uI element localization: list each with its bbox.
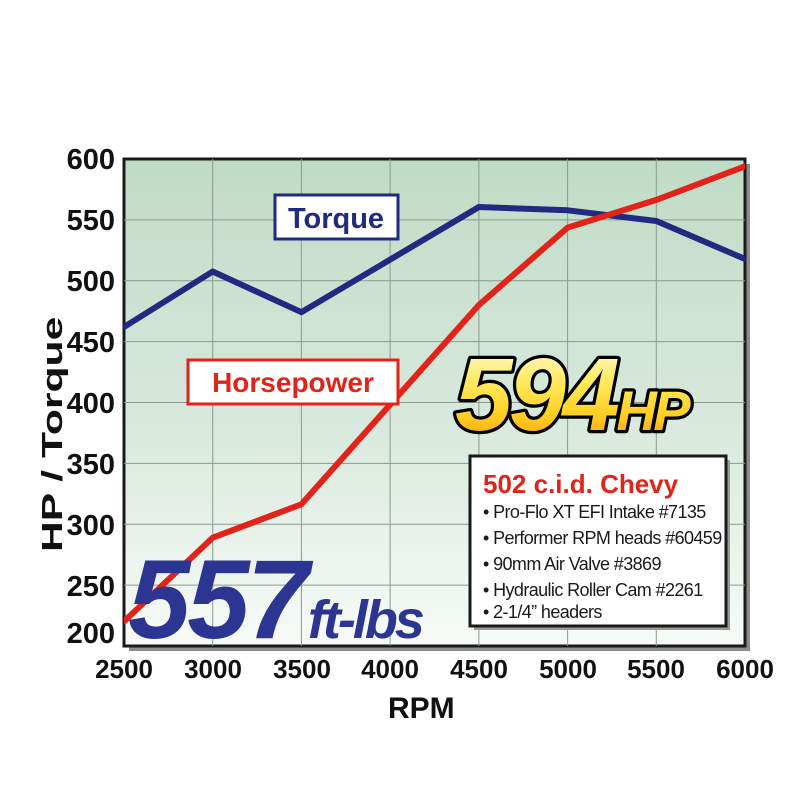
svg-text:Horsepower: Horsepower bbox=[212, 367, 374, 398]
svg-text:• Performer RPM heads #60459: • Performer RPM heads #60459 bbox=[483, 528, 722, 548]
svg-text:• 2-1/4” headers: • 2-1/4” headers bbox=[483, 602, 602, 622]
svg-text:502 c.i.d. Chevy: 502 c.i.d. Chevy bbox=[483, 469, 679, 499]
svg-text:• 90mm Air Valve #3869: • 90mm Air Valve #3869 bbox=[483, 554, 661, 574]
svg-text:• Hydraulic Roller Cam #2261: • Hydraulic Roller Cam #2261 bbox=[483, 580, 703, 600]
svg-text:Torque: Torque bbox=[288, 203, 384, 235]
svg-text:• Pro-Flo XT EFI Intake #7135: • Pro-Flo XT EFI Intake #7135 bbox=[483, 502, 706, 522]
